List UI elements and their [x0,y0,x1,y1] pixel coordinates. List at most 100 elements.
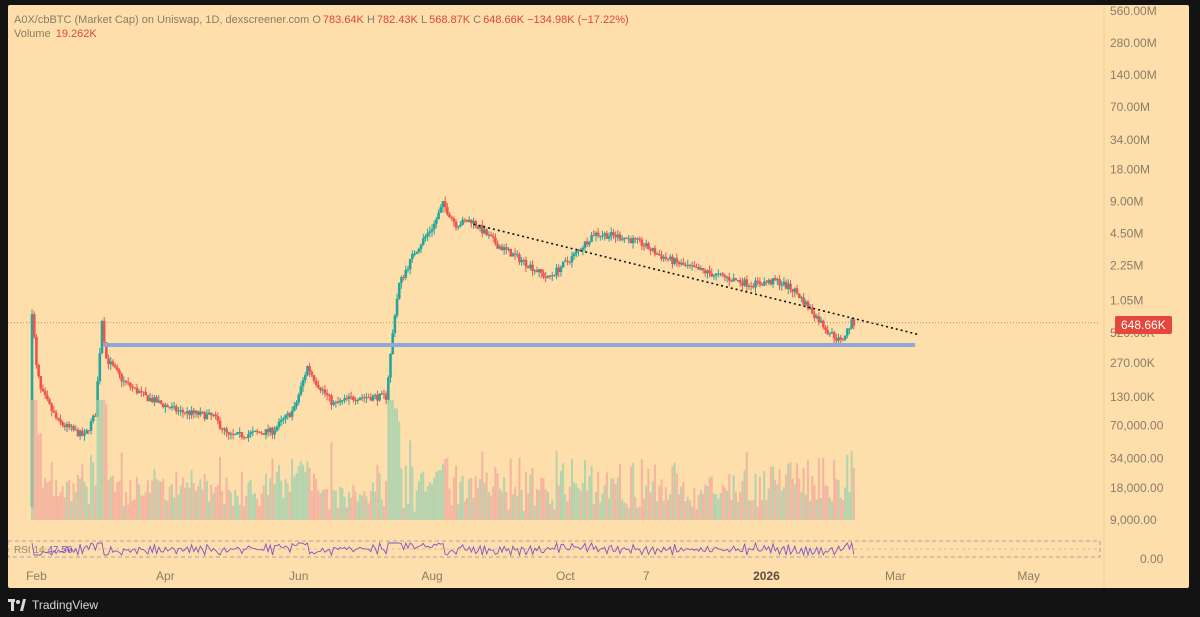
candle-body [89,421,93,431]
candle-body [207,412,211,415]
volume-bar [623,502,626,520]
volume-bar [175,471,178,520]
candle-body [590,235,593,242]
candle-body [572,253,576,257]
candle-body [286,413,290,416]
volume-bar [153,468,156,520]
candle-body [100,320,104,354]
volume-bar [710,476,713,520]
candle-body [533,270,537,272]
candle-body [758,281,762,285]
candle-body [46,395,49,400]
candle-body [157,400,161,403]
volume-bar [529,474,532,520]
volume-bar [618,463,621,520]
volume-bar [216,484,219,520]
volume-bar [754,473,757,520]
candle-body [115,367,119,371]
candle-body [697,267,700,270]
candle-body [603,233,606,236]
volume-bar [304,471,307,520]
candle-body [655,253,659,255]
volume-bar [758,477,761,520]
candle-body [251,431,255,433]
candle-body [494,237,497,244]
rsi-name: RSI 14 [14,545,45,556]
candle-body [797,293,801,299]
volume-bar [752,500,755,520]
open-value: 783.64K [322,14,364,26]
volume-bar [581,482,584,520]
volume-bar [500,491,503,520]
volume-bar [194,491,197,520]
volume-bar [490,495,493,520]
volume-bar [767,488,770,520]
candle-body [752,286,755,288]
candle-body [498,246,502,249]
candle-body [48,399,51,404]
candle-body [155,397,158,403]
volume-bar [256,498,259,520]
candle-body [686,264,690,266]
y-tick-label: 280.00M [1110,36,1157,50]
volume-bar [730,500,733,520]
volume-bar [573,482,576,520]
volume-bar [208,501,211,520]
volume-bar [103,400,106,520]
candle-body [266,429,270,433]
candle-body [131,386,134,388]
candle-body [164,405,167,408]
volume-bar [503,477,506,520]
candle-body [133,387,137,389]
volume-bar [551,499,554,520]
candle-body [478,225,482,229]
candle-body [336,401,340,403]
volume-bar [739,492,742,520]
candle-body [218,420,222,429]
volume-bar [135,476,138,520]
candle-body [236,432,239,435]
candle-body [612,232,615,235]
chart-panel[interactable]: 560.00M 280.00M 140.00M 70.00M 34.00M 18.00M 9… [8,5,1189,588]
tradingview-footer[interactable]: TradingView [8,597,98,613]
candle-body [411,253,414,259]
volume-bar [804,494,807,520]
candle-body [74,429,78,431]
volume-bar [264,473,267,520]
volume-bar [516,496,519,520]
candle-body [662,256,666,259]
volume-bar [643,499,646,520]
volume-bar [765,499,768,520]
volume-bar [645,485,648,520]
price-chart[interactable]: 560.00M 280.00M 140.00M 70.00M 34.00M 18.00M 9… [8,5,1189,588]
candle-body [279,419,283,422]
volume-bar [363,491,366,520]
candle-body [299,386,303,395]
volume-bar [459,481,462,520]
candle-body [334,401,338,403]
volume-bar [605,472,608,520]
volume-bar [378,473,381,520]
candle-body [231,433,235,435]
candle-body [852,319,856,326]
candle-body [625,237,628,239]
volume-bar [472,497,475,520]
volume-bar [345,507,348,520]
volume-bar [52,496,55,520]
volume-bar [361,495,364,520]
candle-body [203,412,207,420]
volume-bar [306,460,309,520]
volume-bar [494,467,497,520]
volume-bar [94,485,97,520]
volume-bar [83,481,86,520]
y-tick-label: 9.00M [1110,194,1143,208]
candle-body [629,238,633,244]
candle-body [417,248,421,252]
volume-bar [258,505,261,520]
candle-body [196,411,200,415]
candle-body [828,333,832,335]
candle-body [113,365,117,368]
candle-body [253,431,257,433]
candle-body [463,219,467,221]
y-tick-label: 34.00M [1110,133,1150,147]
